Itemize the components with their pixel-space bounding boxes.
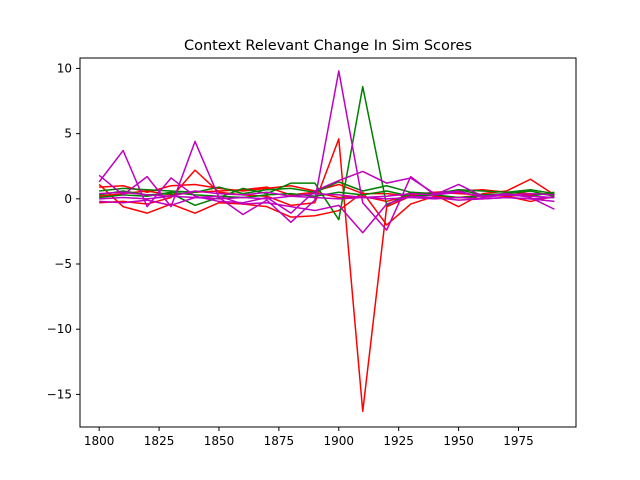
series-line-11 [99, 190, 555, 199]
series-line-1 [99, 138, 555, 413]
series-line-12 [99, 195, 555, 200]
x-tick-label: 1875 [264, 434, 295, 448]
y-tick-label: −10 [47, 322, 72, 336]
y-axis: 10 5 0 −5 −10 −15 [47, 61, 80, 401]
y-tick-label: −15 [47, 387, 72, 401]
x-tick-label: 1950 [443, 434, 474, 448]
x-tick-label: 1850 [204, 434, 235, 448]
x-tick-label: 1900 [324, 434, 355, 448]
y-tick-label: 10 [57, 61, 72, 75]
series-line-9 [98, 149, 555, 214]
series-line-8 [98, 70, 555, 231]
plot-frame [79, 57, 577, 428]
series-line-6 [99, 181, 555, 195]
x-tick-label: 1825 [144, 434, 175, 448]
x-tick-label: 1975 [503, 434, 534, 448]
x-tick-label: 1925 [383, 434, 414, 448]
y-tick-label: −5 [54, 257, 72, 271]
chart-title: Context Relevant Change In Sim Scores [184, 38, 472, 54]
x-tick-label: 1800 [84, 434, 115, 448]
plot-lines [98, 70, 555, 413]
x-axis: 1800 1825 1850 1875 1900 1925 1950 1975 [84, 427, 534, 448]
y-tick-label: 0 [64, 192, 72, 206]
y-tick-label: 5 [64, 127, 72, 141]
series-line-5 [99, 85, 555, 221]
